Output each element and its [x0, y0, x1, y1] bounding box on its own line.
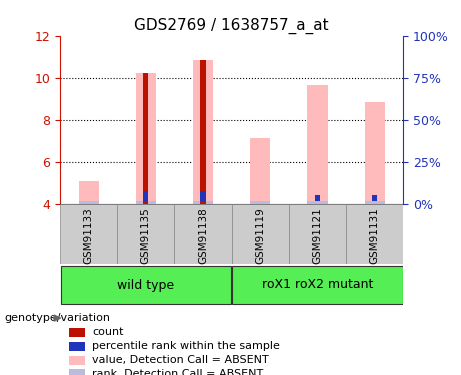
Bar [69, 328, 85, 337]
Bar [372, 195, 378, 201]
Text: GSM91131: GSM91131 [370, 207, 380, 264]
Bar [136, 201, 156, 204]
Text: value, Detection Call = ABSENT: value, Detection Call = ABSENT [92, 355, 269, 365]
Bar [365, 102, 385, 204]
Text: GSM91119: GSM91119 [255, 207, 265, 264]
Bar [60, 204, 117, 264]
Bar [250, 201, 270, 204]
Bar [69, 342, 85, 351]
Bar [78, 201, 99, 204]
Bar [201, 190, 206, 201]
Bar [346, 204, 403, 264]
Text: GSM91121: GSM91121 [313, 207, 323, 264]
Text: genotype/variation: genotype/variation [5, 313, 111, 323]
Text: percentile rank within the sample: percentile rank within the sample [92, 341, 280, 351]
Bar [193, 60, 213, 204]
Text: rank, Detection Call = ABSENT: rank, Detection Call = ABSENT [92, 369, 263, 375]
Bar [315, 195, 320, 201]
Text: roX1 roX2 mutant: roX1 roX2 mutant [262, 279, 373, 291]
Text: wild type: wild type [117, 279, 174, 291]
Bar [232, 266, 403, 304]
Bar [174, 204, 231, 264]
Text: GSM91138: GSM91138 [198, 207, 208, 264]
Text: count: count [92, 327, 124, 337]
Bar [60, 266, 231, 304]
Bar [289, 204, 346, 264]
Text: GSM91133: GSM91133 [83, 207, 94, 264]
Bar [193, 201, 213, 204]
Bar [143, 72, 148, 204]
Bar [143, 190, 148, 201]
Bar [231, 204, 289, 264]
Bar [136, 72, 156, 204]
Title: GDS2769 / 1638757_a_at: GDS2769 / 1638757_a_at [134, 18, 329, 34]
Bar [307, 85, 327, 204]
Bar [307, 201, 327, 204]
Bar [250, 138, 270, 204]
Bar [365, 201, 385, 204]
Bar [78, 181, 99, 204]
Bar [69, 356, 85, 364]
Bar [117, 204, 174, 264]
Bar [69, 369, 85, 375]
Text: GSM91135: GSM91135 [141, 207, 151, 264]
Bar [201, 60, 206, 204]
